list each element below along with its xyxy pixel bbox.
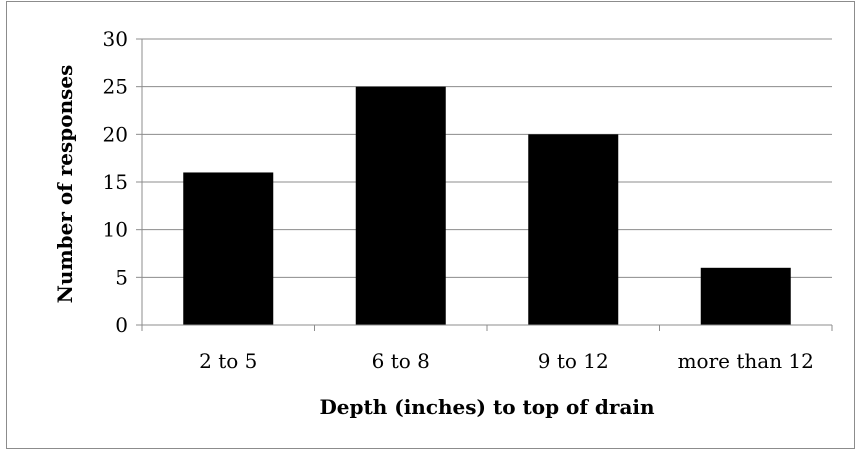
y-tick-label-0: 0	[115, 313, 128, 337]
x-tick-label-2-to-5: 2 to 5	[199, 349, 257, 373]
y-tick-label-30: 30	[103, 27, 128, 51]
y-tick-label-5: 5	[115, 265, 128, 289]
y-tick-label-10: 10	[103, 218, 128, 242]
y-tick-label-25: 25	[103, 75, 128, 99]
tick-labels: 0 5 10 15 20 25 30 2 to 5 6 to 8 9 to 12 more than…	[103, 27, 814, 373]
bar-9-to-12	[528, 134, 619, 325]
x-tick-label-6-to-8: 6 to 8	[372, 349, 430, 373]
x-axis-title: Depth (inches) to top of drain	[319, 395, 655, 419]
bar-2-to-5	[183, 172, 274, 325]
y-tick-label-15: 15	[103, 170, 128, 194]
y-axis-title: Number of responses	[53, 65, 77, 304]
axes	[136, 38, 833, 331]
x-tick-label-more-than-12: more than 12	[678, 349, 814, 373]
y-tick-label-20: 20	[103, 122, 128, 146]
x-tick-label-9-to-12: 9 to 12	[538, 349, 609, 373]
bars	[183, 86, 791, 326]
bar-more-than-12	[700, 267, 791, 325]
bar-6-to-8	[355, 86, 446, 326]
